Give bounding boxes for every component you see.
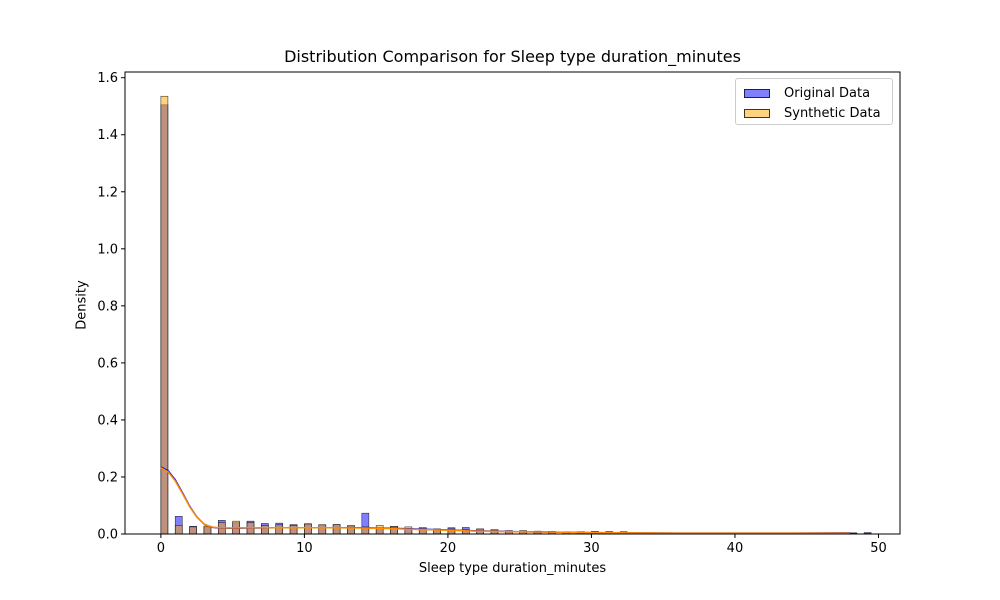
legend-label-original: Original Data: [784, 85, 871, 101]
bar-synthetic: [418, 527, 427, 535]
y-tick-label: 0.0: [97, 528, 118, 543]
bar-synthetic: [304, 523, 312, 535]
legend-swatch-original: [744, 88, 770, 98]
axes-frame: [124, 71, 901, 535]
kde-line-synthetic: [160, 467, 850, 534]
y-tick-label: 0.6: [97, 356, 118, 371]
x-tick-label: 0: [157, 541, 165, 556]
chart-title: Distribution Comparison for Sleep type d…: [284, 47, 741, 66]
y-tick-label: 0.8: [97, 299, 118, 314]
legend-label-synthetic: Synthetic Data: [784, 105, 881, 121]
legend-item-synthetic: Synthetic Data: [744, 104, 881, 122]
bar-synthetic: [189, 526, 197, 535]
bar-synthetic: [174, 525, 183, 535]
x-axis-label: Sleep type duration_minutes: [418, 561, 607, 576]
x-tick-label: 40: [727, 541, 744, 556]
y-tick-label: 1.2: [97, 185, 118, 200]
x-tick-label: 30: [583, 541, 600, 556]
bar-synthetic: [375, 525, 384, 535]
bar-synthetic: [347, 525, 355, 535]
y-axis-label: Density: [74, 280, 90, 330]
x-tick-label: 10: [296, 541, 313, 556]
legend: Original Data Synthetic Data: [735, 78, 893, 125]
bar-synthetic: [390, 525, 398, 535]
bar-synthetic: [318, 524, 327, 535]
x-tick-label: 50: [870, 541, 887, 556]
legend-swatch-synthetic: [744, 108, 770, 118]
y-tick-label: 0.2: [97, 470, 118, 485]
bar-synthetic: [404, 526, 413, 535]
bar-synthetic: [332, 524, 341, 535]
bar-synthetic: [261, 525, 269, 535]
bar-synthetic: [275, 524, 284, 535]
bar-synthetic: [289, 525, 298, 535]
legend-item-original: Original Data: [744, 84, 870, 102]
y-tick-label: 1.4: [97, 128, 118, 143]
y-tick-label: 0.4: [97, 413, 118, 428]
x-tick-label: 20: [440, 541, 457, 556]
y-tick-label: 1.6: [97, 71, 118, 86]
y-tick-label: 1.0: [97, 242, 118, 257]
